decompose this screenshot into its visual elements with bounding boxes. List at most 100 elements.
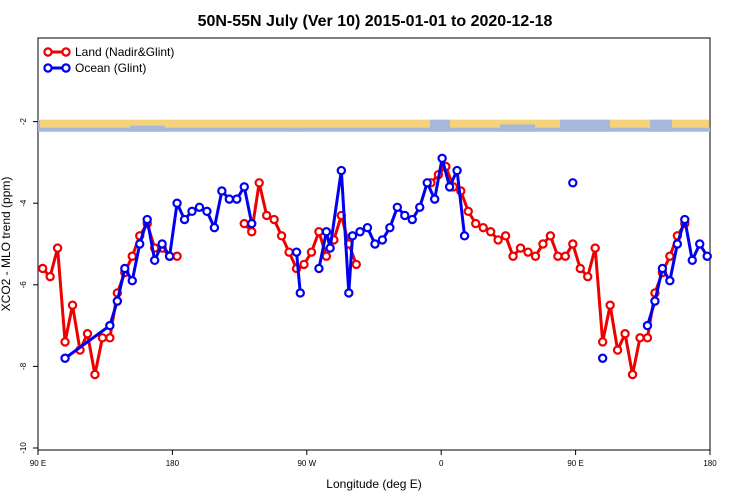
data-point bbox=[179, 214, 190, 225]
data-point bbox=[45, 271, 55, 282]
data-point bbox=[52, 243, 63, 253]
data-point bbox=[254, 178, 264, 188]
data-point bbox=[642, 320, 653, 331]
x-axis-label: Longitude (deg E) bbox=[326, 477, 421, 491]
data-point bbox=[149, 255, 160, 266]
series-line bbox=[243, 181, 358, 270]
data-point bbox=[97, 333, 108, 343]
data-point bbox=[67, 300, 78, 310]
data-point bbox=[291, 247, 302, 257]
legend: Land (Nadir&Glint) Ocean (Glint) bbox=[43, 45, 174, 75]
series-line bbox=[429, 164, 687, 377]
y-tick-label: -4 bbox=[19, 199, 28, 207]
data-point bbox=[295, 288, 305, 298]
data-point bbox=[247, 218, 257, 229]
data-point bbox=[82, 329, 93, 339]
data-point bbox=[355, 227, 365, 237]
data-point bbox=[627, 369, 638, 380]
data-point bbox=[422, 178, 432, 188]
plot-frame bbox=[37, 37, 711, 451]
data-point bbox=[568, 239, 578, 249]
ocean-band-segment bbox=[650, 119, 672, 132]
data-point bbox=[665, 276, 675, 286]
data-point bbox=[377, 235, 388, 245]
data-point bbox=[695, 239, 705, 249]
data-point bbox=[597, 337, 608, 347]
data-point bbox=[351, 259, 361, 270]
data-point bbox=[538, 239, 548, 249]
x-axis: 90 E 180 90 W 0 90 E 180 bbox=[30, 450, 717, 468]
ocean-band-segment bbox=[430, 119, 450, 132]
data-point bbox=[284, 247, 294, 257]
y-tick-label: -10 bbox=[19, 442, 28, 454]
plot-area: 90 E 180 90 W 0 90 E 180 -2 -4 -6 -8 -10 bbox=[19, 37, 717, 468]
data-point bbox=[127, 276, 137, 286]
data-point bbox=[672, 239, 683, 249]
y-tick-label: -8 bbox=[19, 362, 28, 370]
data-point bbox=[325, 243, 335, 253]
y-axis-label: XCO2 - MLO trend (ppm) bbox=[0, 177, 13, 312]
data-point bbox=[269, 214, 279, 225]
data-point bbox=[120, 263, 130, 274]
data-point bbox=[370, 239, 380, 249]
data-point bbox=[276, 231, 287, 241]
data-point bbox=[590, 243, 600, 253]
data-point bbox=[553, 251, 563, 261]
data-point bbox=[90, 369, 100, 380]
data-point bbox=[232, 194, 242, 204]
ocean-band-bottom bbox=[38, 127, 710, 132]
x-tick-label: 90 E bbox=[30, 459, 46, 468]
chart-title: 50N-55N July (Ver 10) 2015-01-01 to 2020… bbox=[198, 13, 553, 30]
series-ocean bbox=[60, 153, 712, 363]
data-point bbox=[444, 182, 455, 192]
y-tick-label: -2 bbox=[19, 117, 28, 125]
data-point bbox=[157, 239, 167, 249]
data-point bbox=[471, 218, 481, 229]
ocean-band-segment bbox=[38, 119, 40, 132]
data-point bbox=[336, 165, 347, 176]
data-point bbox=[112, 296, 123, 306]
x-tick-label: 180 bbox=[166, 459, 180, 468]
data-point bbox=[523, 247, 533, 257]
data-point bbox=[459, 231, 470, 241]
data-point bbox=[347, 231, 358, 241]
land-band-background bbox=[39, 119, 709, 132]
data-point bbox=[635, 333, 645, 343]
data-point bbox=[485, 227, 496, 237]
data-point bbox=[247, 227, 257, 237]
data-point bbox=[105, 333, 115, 343]
data-point bbox=[680, 214, 690, 225]
data-point bbox=[530, 251, 541, 261]
legend-marker bbox=[43, 63, 53, 73]
data-point bbox=[239, 182, 249, 192]
data-point bbox=[37, 263, 48, 274]
data-point bbox=[261, 210, 272, 221]
data-point bbox=[321, 251, 332, 261]
data-point bbox=[321, 227, 332, 237]
data-point bbox=[194, 202, 205, 212]
x-tick-label: 90 W bbox=[297, 459, 316, 468]
data-point bbox=[224, 194, 235, 204]
data-point bbox=[314, 263, 324, 274]
land-mask-band bbox=[38, 119, 710, 132]
data-point bbox=[202, 206, 212, 217]
data-point bbox=[60, 353, 70, 363]
legend-marker bbox=[43, 47, 53, 57]
data-point bbox=[605, 300, 615, 310]
data-point bbox=[105, 320, 115, 331]
data-point bbox=[142, 214, 152, 225]
legend-marker bbox=[61, 47, 71, 57]
data-point bbox=[164, 251, 175, 261]
data-point bbox=[407, 214, 417, 225]
data-point bbox=[545, 231, 556, 241]
data-point bbox=[385, 222, 395, 233]
data-point bbox=[239, 218, 249, 229]
data-point bbox=[612, 345, 623, 355]
y-axis: -2 -4 -6 -8 -10 bbox=[19, 117, 38, 454]
series-line bbox=[295, 252, 302, 294]
data-point bbox=[172, 251, 182, 261]
y-tick-label: -6 bbox=[19, 281, 28, 289]
series-land bbox=[37, 161, 690, 380]
data-point bbox=[60, 337, 70, 347]
data-point bbox=[560, 251, 571, 261]
